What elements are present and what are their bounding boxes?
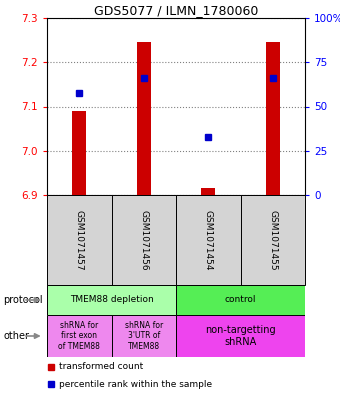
Text: TMEM88 depletion: TMEM88 depletion [70,296,153,305]
Text: shRNA for
3'UTR of
TMEM88: shRNA for 3'UTR of TMEM88 [125,321,163,351]
Text: percentile rank within the sample: percentile rank within the sample [58,380,212,389]
Bar [112,315,176,357]
Text: non-targetting
shRNA: non-targetting shRNA [205,325,276,347]
Bar [47,285,176,315]
Text: protocol: protocol [3,295,43,305]
Bar [47,195,112,285]
Bar [201,188,215,195]
Text: GSM1071455: GSM1071455 [268,210,277,270]
Text: other: other [3,331,29,341]
Text: transformed count: transformed count [58,362,143,371]
Bar [112,195,176,285]
Bar [176,315,305,357]
Text: GSM1071457: GSM1071457 [75,210,84,270]
Bar [137,42,151,195]
Bar [176,285,305,315]
Text: shRNA for
first exon
of TMEM88: shRNA for first exon of TMEM88 [58,321,100,351]
Text: GSM1071456: GSM1071456 [139,210,148,270]
Text: GSM1071454: GSM1071454 [204,210,213,270]
Bar [266,42,280,195]
Bar [176,195,240,285]
Bar [240,195,305,285]
Title: GDS5077 / ILMN_1780060: GDS5077 / ILMN_1780060 [94,4,258,17]
Bar [47,315,112,357]
Text: control: control [225,296,256,305]
Bar [72,111,86,195]
